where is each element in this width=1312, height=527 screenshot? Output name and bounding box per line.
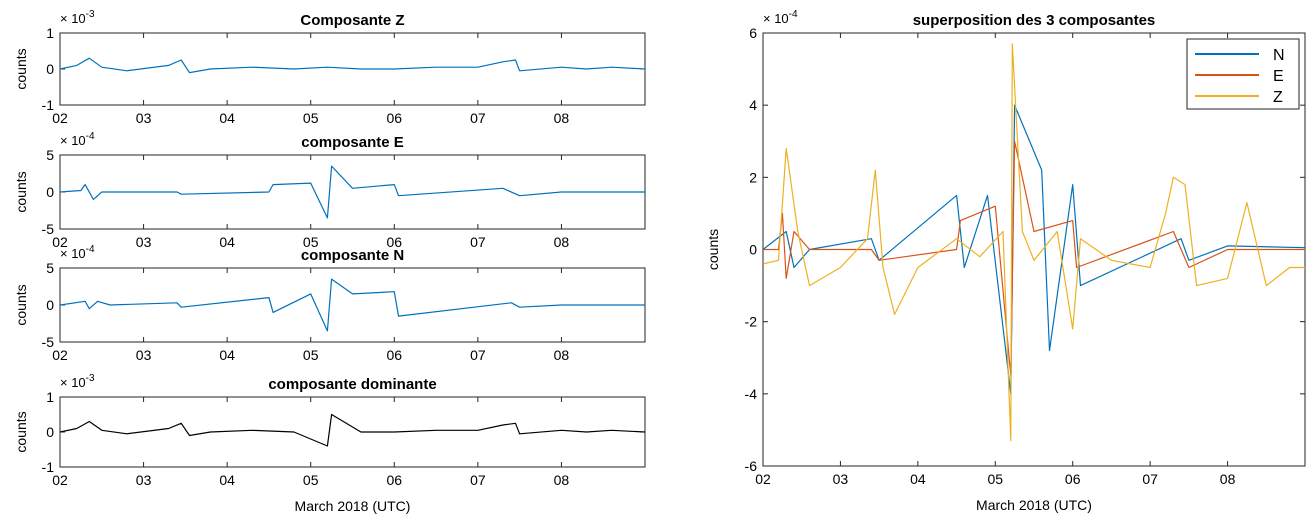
chart-title: superposition des 3 composantes xyxy=(913,12,1156,29)
x-tick-label: 07 xyxy=(470,347,486,363)
y-tick-label: 0 xyxy=(46,61,54,77)
y-tick-label: -2 xyxy=(745,314,758,330)
x-tick-label: 03 xyxy=(136,234,152,250)
y-axis-label: counts xyxy=(13,284,29,325)
x-tick-label: 08 xyxy=(1220,471,1236,487)
x-tick-label: 02 xyxy=(52,234,68,250)
chart-title: composante N xyxy=(301,247,404,264)
panel-composante-n: composante N × 10-4 counts 5 0 -502 03 04 05 06 07… xyxy=(13,244,646,363)
y-axis-label: counts xyxy=(13,171,29,212)
x-tick-label: 04 xyxy=(910,471,926,487)
x-tick-label: 05 xyxy=(303,234,319,250)
y-axis-label: counts xyxy=(705,229,721,270)
y-exponent-label: × 10-4 xyxy=(60,131,95,148)
y-tick-label: 0 xyxy=(46,424,54,440)
x-tick-label: 07 xyxy=(470,234,486,250)
series-line-0 xyxy=(60,278,645,332)
x-tick-label: 03 xyxy=(136,472,152,488)
x-tick-label: 06 xyxy=(386,110,402,126)
x-tick-label: 04 xyxy=(219,234,235,250)
y-tick-label: -1 xyxy=(42,97,55,113)
chart-title: composante E xyxy=(301,134,404,151)
y-tick-label: -5 xyxy=(42,334,55,350)
x-tick-label: 03 xyxy=(136,347,152,363)
x-tick-label: 06 xyxy=(386,472,402,488)
x-tick-label: 02 xyxy=(52,347,68,363)
legend-label: Z xyxy=(1273,89,1283,106)
x-tick-label: 08 xyxy=(554,234,570,250)
y-tick-label: -5 xyxy=(42,221,55,237)
plot-frame xyxy=(59,396,646,468)
y-exponent-label: × 10-4 xyxy=(60,244,95,261)
x-tick-label: 02 xyxy=(52,110,68,126)
x-tick-label: 06 xyxy=(386,347,402,363)
y-axis-label: counts xyxy=(13,411,29,452)
y-tick-label: 1 xyxy=(46,389,54,405)
x-tick-label: 07 xyxy=(470,110,486,126)
y-tick-label: 2 xyxy=(749,169,757,185)
y-tick-label: 5 xyxy=(46,260,54,276)
x-tick-label: 05 xyxy=(303,347,319,363)
y-tick-label: -6 xyxy=(745,458,758,474)
y-exponent-label: × 10-4 xyxy=(763,9,798,26)
x-tick-label: 08 xyxy=(554,110,570,126)
x-tick-label: 05 xyxy=(303,472,319,488)
x-axis-label: March 2018 (UTC) xyxy=(295,498,411,514)
legend-label: E xyxy=(1273,68,1284,85)
panel-composante-z: Composante Z × 10-3 counts 1 0 -102 03 04 05 06 07… xyxy=(13,9,646,126)
y-tick-label: 0 xyxy=(749,242,757,258)
y-tick-label: 0 xyxy=(46,297,54,313)
x-tick-label: 05 xyxy=(303,110,319,126)
y-tick-label: -1 xyxy=(42,459,55,475)
y-tick-label: 6 xyxy=(749,25,757,41)
x-tick-label: 04 xyxy=(219,110,235,126)
y-exponent-label: × 10-3 xyxy=(60,373,95,390)
y-axis-label: counts xyxy=(13,48,29,89)
x-tick-label: 02 xyxy=(52,472,68,488)
series-line-0 xyxy=(60,413,645,447)
x-axis-label: March 2018 (UTC) xyxy=(976,497,1092,513)
chart-title: Composante Z xyxy=(300,12,404,29)
x-tick-label: 05 xyxy=(987,471,1003,487)
series-line-e xyxy=(763,140,1305,377)
x-tick-label: 04 xyxy=(219,472,235,488)
y-tick-label: 1 xyxy=(46,25,54,41)
x-tick-label: 06 xyxy=(386,234,402,250)
x-tick-label: 08 xyxy=(554,472,570,488)
x-tick-label: 02 xyxy=(755,471,771,487)
chart-title: composante dominante xyxy=(268,376,436,393)
series-line-0 xyxy=(60,57,645,74)
y-tick-label: 4 xyxy=(749,97,757,113)
panel-composante-e: composante E × 10-4 counts 5 0 -502 03 04 05 06 07… xyxy=(13,131,646,250)
x-tick-label: 07 xyxy=(1142,471,1158,487)
x-tick-label: 03 xyxy=(136,110,152,126)
legend-label: N xyxy=(1273,47,1285,64)
series-line-0 xyxy=(60,165,645,219)
series-line-z xyxy=(763,43,1305,442)
y-tick-label: 5 xyxy=(46,147,54,163)
x-tick-label: 06 xyxy=(1065,471,1081,487)
y-tick-label: -4 xyxy=(745,386,758,402)
x-tick-label: 04 xyxy=(219,347,235,363)
panel-superposition: superposition des 3 composantes × 10-4 cou… xyxy=(705,9,1306,513)
panel-composante-dominante: composante dominante × 10-3 counts 1 0 -102 03… xyxy=(13,373,646,514)
x-tick-label: 08 xyxy=(554,347,570,363)
y-tick-label: 0 xyxy=(46,184,54,200)
x-tick-label: 03 xyxy=(833,471,849,487)
x-tick-label: 07 xyxy=(470,472,486,488)
y-exponent-label: × 10-3 xyxy=(60,9,95,26)
